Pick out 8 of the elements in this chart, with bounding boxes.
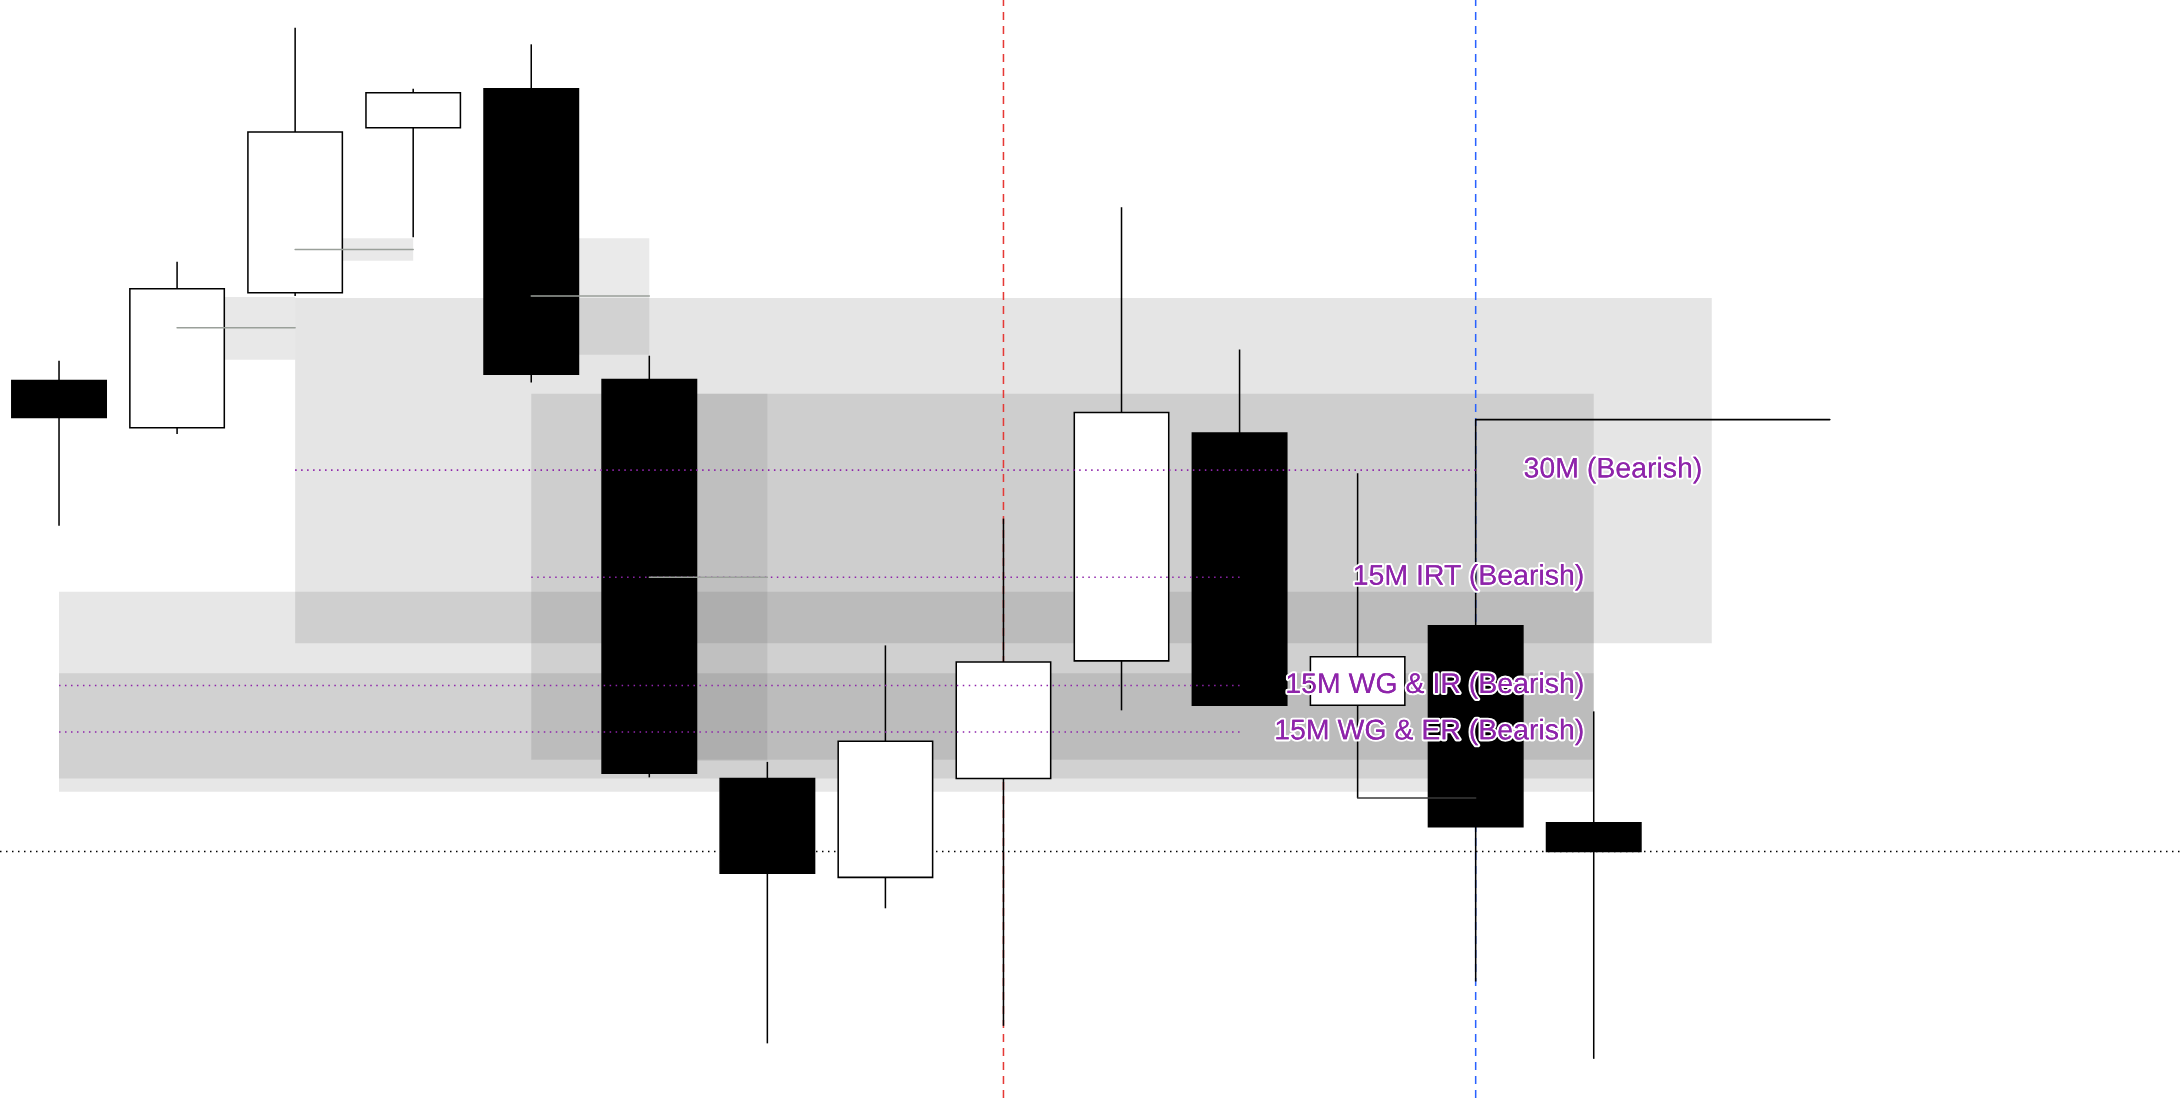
candlestick — [11, 360, 108, 527]
candlestick — [365, 87, 462, 238]
series-label: 30M (Bearish) — [1524, 456, 1701, 484]
candlestick — [837, 644, 934, 910]
candlestick — [483, 43, 580, 384]
candlestick — [1191, 348, 1288, 706]
candlestick — [1073, 206, 1170, 712]
candlestick — [129, 261, 226, 435]
